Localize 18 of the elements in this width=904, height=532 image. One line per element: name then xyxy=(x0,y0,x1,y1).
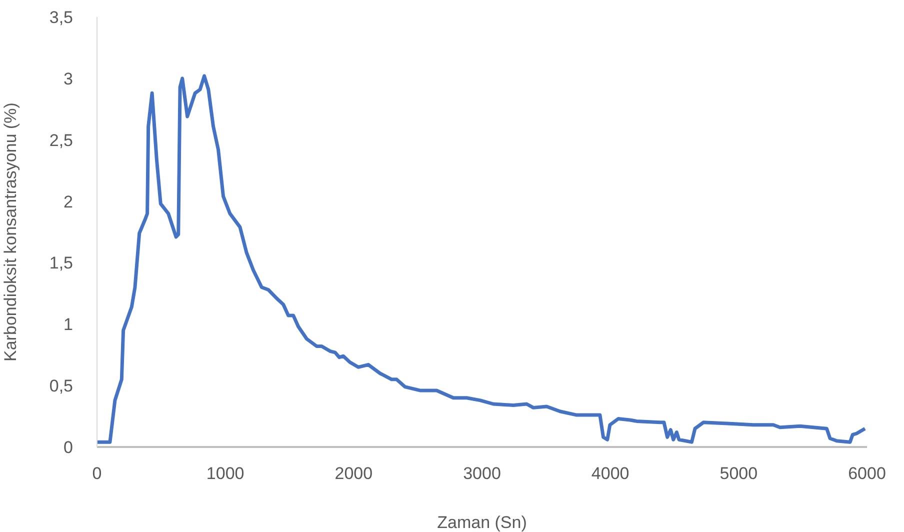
x-tick-label: 2000 xyxy=(334,464,373,484)
line-series xyxy=(97,74,867,444)
x-tick-label: 3000 xyxy=(463,464,501,484)
x-tick-label: 0 xyxy=(92,464,102,484)
x-tick-label: 4000 xyxy=(591,464,630,484)
y-axis-title: Karbondioksit konsantrasyonu (%) xyxy=(1,102,20,362)
y-tick-label: 0 xyxy=(64,438,73,458)
y-tick-label: 3 xyxy=(64,69,73,88)
y-tick-label: 1 xyxy=(64,315,73,334)
x-axis-title: Zaman (Sn) xyxy=(437,513,527,532)
y-tick-label: 2 xyxy=(64,192,73,212)
x-tick-label: 1000 xyxy=(206,464,244,484)
y-tick-label: 2,5 xyxy=(49,130,73,150)
y-tick-label: 3,5 xyxy=(49,8,73,28)
y-tick-label: 0,5 xyxy=(49,376,73,396)
x-tick-label: 6000 xyxy=(848,464,886,484)
x-tick-label: 5000 xyxy=(720,464,758,484)
y-tick-label: 1,5 xyxy=(49,254,73,273)
